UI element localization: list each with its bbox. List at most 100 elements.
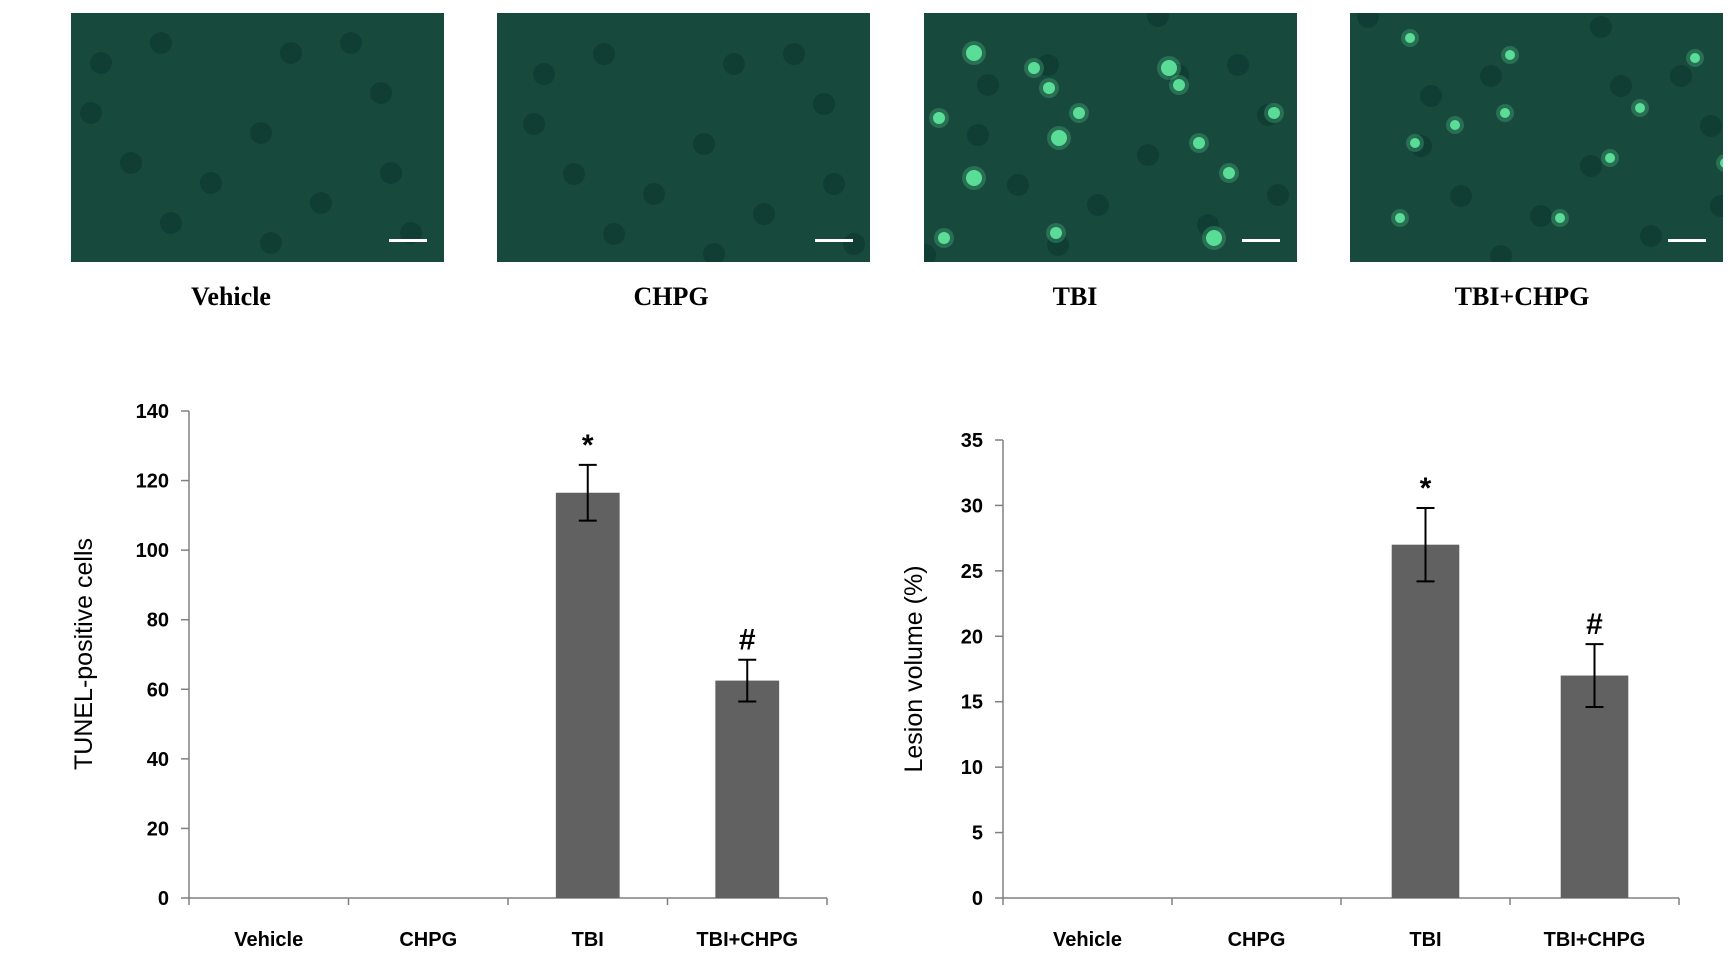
tunel-positive-cell bbox=[938, 232, 950, 244]
tunel-positive-cell bbox=[1050, 227, 1062, 239]
dark-nucleus bbox=[1450, 185, 1472, 207]
dark-nucleus bbox=[260, 232, 282, 254]
dark-nucleus bbox=[703, 243, 725, 262]
x-tick-label: Vehicle bbox=[234, 929, 303, 951]
y-tick-label: 15 bbox=[961, 692, 983, 714]
dark-nucleus bbox=[977, 74, 999, 96]
y-tick-label: 5 bbox=[972, 823, 983, 845]
tunel-positive-cell bbox=[1223, 167, 1235, 179]
micrograph-image bbox=[497, 13, 870, 262]
scale-bar bbox=[1242, 239, 1280, 242]
dark-nucleus bbox=[843, 233, 865, 255]
y-tick-label: 0 bbox=[158, 888, 169, 910]
dark-nucleus bbox=[1227, 54, 1249, 76]
dark-nucleus bbox=[120, 152, 142, 174]
dark-nucleus bbox=[1137, 144, 1159, 166]
y-axis-title: TUNEL-positive cells bbox=[70, 538, 98, 770]
dark-nucleus bbox=[924, 244, 936, 262]
tunel-positive-cell bbox=[1395, 213, 1405, 223]
dark-nucleus bbox=[150, 32, 172, 54]
dark-nucleus bbox=[250, 122, 272, 144]
x-tick-label: TBI bbox=[1409, 929, 1441, 951]
y-tick-label: 0 bbox=[972, 888, 983, 910]
dark-nucleus bbox=[1530, 205, 1552, 227]
dark-nucleus bbox=[1580, 155, 1602, 177]
tissue-background bbox=[497, 13, 870, 262]
tunel-positive-cell bbox=[1720, 158, 1723, 168]
x-tick-label: CHPG bbox=[399, 929, 457, 951]
dark-nucleus bbox=[723, 53, 745, 75]
dark-nucleus bbox=[1007, 174, 1029, 196]
dark-nucleus bbox=[1610, 75, 1632, 97]
dark-nucleus bbox=[310, 192, 332, 214]
tunel-positive-cell bbox=[1161, 60, 1177, 76]
y-tick-label: 20 bbox=[961, 626, 983, 648]
dark-nucleus bbox=[753, 203, 775, 225]
tunel-positive-cell bbox=[1193, 137, 1205, 149]
dark-nucleus bbox=[563, 163, 585, 185]
bar-tbi-chpg bbox=[1560, 675, 1629, 898]
x-tick-label: TBI+CHPG bbox=[696, 929, 798, 951]
dark-nucleus bbox=[1267, 184, 1289, 206]
tunel-positive-cell bbox=[1450, 120, 1460, 130]
dark-nucleus bbox=[823, 173, 845, 195]
dark-nucleus bbox=[1670, 65, 1692, 87]
chart-lesion-volume: 0 5 10 15 20 25 30 35 Vehicle CHPG TBI TBI+CHPG * # Le… bbox=[900, 430, 1680, 951]
significance-marker: # bbox=[1586, 608, 1603, 641]
tunel-positive-cell bbox=[1051, 130, 1067, 146]
dark-nucleus bbox=[160, 212, 182, 234]
dark-nucleus bbox=[200, 172, 222, 194]
dark-nucleus bbox=[1640, 225, 1662, 247]
y-tick-label: 60 bbox=[147, 679, 169, 701]
x-tick-label: Vehicle bbox=[1053, 929, 1122, 951]
y-tick-label: 10 bbox=[961, 757, 983, 779]
scale-bar bbox=[815, 239, 853, 242]
y-tick-label: 140 bbox=[136, 401, 169, 423]
tunel-positive-cell bbox=[1073, 107, 1085, 119]
significance-marker: * bbox=[1420, 472, 1432, 505]
y-tick-label: 30 bbox=[961, 495, 983, 517]
tunel-positive-cell bbox=[1690, 53, 1700, 63]
dark-nucleus bbox=[90, 52, 112, 74]
bar-tbi bbox=[1391, 544, 1460, 898]
dark-nucleus bbox=[1147, 13, 1169, 27]
y-tick-label: 80 bbox=[147, 610, 169, 632]
dark-nucleus bbox=[967, 124, 989, 146]
dark-nucleus bbox=[783, 43, 805, 65]
dark-nucleus bbox=[280, 42, 302, 64]
micrograph-image bbox=[924, 13, 1297, 262]
tunel-positive-cell bbox=[1268, 107, 1280, 119]
micrograph-image bbox=[71, 13, 444, 262]
panel-label-tbi: TBI bbox=[1052, 282, 1098, 311]
dark-nucleus bbox=[1420, 85, 1442, 107]
dark-nucleus bbox=[370, 82, 392, 104]
y-axis-title: Lesion volume (%) bbox=[900, 565, 928, 772]
panel-label-chpg: CHPG bbox=[633, 282, 709, 311]
dark-nucleus bbox=[1490, 245, 1512, 262]
scale-bar bbox=[1668, 239, 1706, 242]
tunel-positive-cell bbox=[1500, 108, 1510, 118]
significance-marker: * bbox=[582, 429, 594, 462]
dark-nucleus bbox=[533, 63, 555, 85]
y-tick-label: 40 bbox=[147, 749, 169, 771]
dark-nucleus bbox=[593, 43, 615, 65]
y-tick-label: 120 bbox=[136, 471, 169, 493]
y-tick-label: 35 bbox=[961, 430, 983, 452]
tunel-positive-cell bbox=[1555, 213, 1565, 223]
dark-nucleus bbox=[80, 102, 102, 124]
dark-nucleus bbox=[1357, 13, 1379, 28]
tunel-positive-cell bbox=[1043, 82, 1055, 94]
dark-nucleus bbox=[380, 162, 402, 184]
tunel-positive-cell bbox=[1410, 138, 1420, 148]
dark-nucleus bbox=[1087, 194, 1109, 216]
x-tick-label: CHPG bbox=[1228, 929, 1286, 951]
dark-nucleus bbox=[813, 93, 835, 115]
chart-tunel: 0 20 40 60 80 100 120 140 Vehicle CHPG TBI TBI+CHPG… bbox=[70, 401, 828, 951]
dark-nucleus bbox=[1047, 234, 1069, 256]
micrograph-chpg bbox=[497, 13, 870, 262]
x-tick-label: TBI bbox=[572, 929, 604, 951]
dark-nucleus bbox=[523, 113, 545, 135]
dark-nucleus bbox=[1590, 16, 1612, 38]
y-tick-label: 20 bbox=[147, 818, 169, 840]
